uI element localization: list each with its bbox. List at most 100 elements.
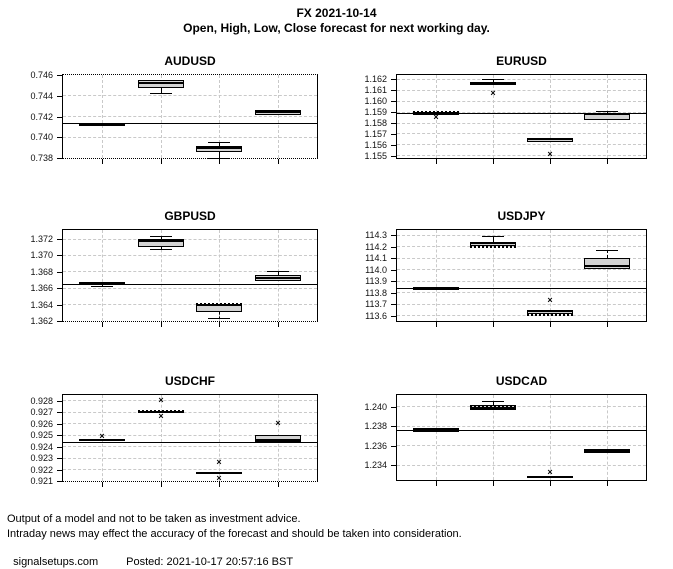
v-gridline (101, 395, 103, 481)
dotted-line (413, 111, 459, 114)
median-line (79, 122, 125, 125)
x-tick (278, 322, 279, 327)
figure-subtitle: Open, High, Low, Close forecast for next… (183, 21, 490, 35)
x-tick (278, 482, 279, 487)
y-tick (391, 445, 396, 447)
y-tick (57, 469, 62, 471)
whisker-stem (607, 250, 608, 259)
y-tick-label: 113.8 (365, 287, 387, 298)
h-gridline (397, 269, 646, 271)
x-tick (278, 159, 279, 164)
h-gridline (63, 423, 317, 425)
y-tick (57, 137, 62, 139)
y-tick-label: 113.9 (365, 276, 387, 287)
outlier-marker: × (99, 431, 105, 442)
y-tick-label: 0.922 (30, 464, 53, 475)
y-tick-label: 0.738 (30, 153, 53, 163)
reference-line (397, 287, 646, 289)
median-line (138, 411, 184, 414)
h-gridline (397, 445, 646, 447)
y-tick-label: 113.7 (365, 299, 387, 310)
y-tick (391, 315, 396, 317)
plot-area-audusd (62, 74, 318, 159)
x-tick (436, 159, 437, 164)
y-tick (391, 269, 396, 271)
x-tick (493, 322, 494, 327)
plot-area-eurusd: × × × (396, 74, 647, 159)
subplot-title-gbpusd: GBPUSD (164, 209, 216, 223)
x-tick (219, 322, 220, 327)
disclaimer-line-1: Output of a model and not to be taken as… (7, 513, 301, 525)
y-tick (57, 423, 62, 425)
x-tick (493, 159, 494, 164)
x-tick (161, 322, 162, 327)
h-gridline (63, 254, 317, 256)
v-gridline (606, 395, 608, 480)
y-tick (57, 158, 62, 159)
subplot-title-eurusd: EURUSD (496, 54, 547, 68)
x-tick (102, 482, 103, 487)
x-tick (607, 322, 608, 327)
x-tick (219, 159, 220, 164)
y-tick-label: 0.926 (30, 418, 53, 429)
reference-line (397, 429, 646, 431)
h-gridline (63, 238, 317, 240)
y-tick (57, 435, 62, 437)
h-gridline (63, 446, 317, 448)
y-tick (391, 79, 396, 81)
y-tick (391, 144, 396, 146)
subplot-title-usdjpy: USDJPY (497, 209, 546, 223)
y-tick-label: 1.156 (364, 139, 387, 150)
y-tick-label: 1.372 (30, 234, 53, 245)
x-tick (161, 159, 162, 164)
v-gridline (218, 230, 220, 321)
y-tick (57, 255, 62, 257)
y-tick-label: 114.2 (365, 241, 387, 252)
median-line (584, 113, 630, 116)
y-tick (57, 116, 62, 118)
y-tick-label: 1.159 (364, 107, 387, 118)
y-tick (391, 123, 396, 125)
y-tick (57, 95, 62, 97)
median-line (527, 138, 573, 141)
y-tick (391, 281, 396, 283)
y-tick-label: 1.366 (30, 283, 53, 294)
y-tick (57, 288, 62, 290)
y-tick (57, 400, 62, 402)
x-tick (436, 481, 437, 486)
y-tick (391, 101, 396, 103)
whisker-cap (150, 93, 172, 95)
y-tick-label: 0.744 (30, 90, 53, 101)
y-tick-label: 0.925 (30, 430, 53, 441)
y-tick (391, 406, 396, 408)
v-gridline (549, 230, 551, 321)
y-tick-label: 114.1 (365, 253, 387, 264)
v-gridline (160, 230, 162, 321)
h-gridline (397, 122, 646, 124)
h-gridline (397, 425, 646, 427)
v-gridline (492, 395, 494, 480)
figure-title: FX 2021-10-14 (296, 6, 377, 20)
site-name: signalsetups.com (13, 556, 99, 568)
h-gridline (63, 411, 317, 413)
whisker-stem (102, 284, 103, 287)
whisker-cap (150, 249, 172, 251)
whisker-cap (596, 110, 618, 112)
reference-line (63, 123, 317, 125)
v-gridline (218, 395, 220, 481)
x-tick (219, 482, 220, 487)
h-gridline (63, 304, 317, 306)
h-gridline (63, 95, 317, 97)
y-tick (391, 292, 396, 294)
subplot-eurusd: EURUSD × × × 1.155 1.156 1.157 1.158 1.159 1.16… (346, 46, 671, 196)
box (138, 239, 184, 248)
plot-area-gbpusd (62, 229, 318, 322)
h-gridline (63, 400, 317, 402)
median-line (138, 82, 184, 85)
v-gridline (606, 230, 608, 321)
median-line (196, 304, 242, 307)
y-tick-label: 0.740 (30, 132, 53, 143)
y-tick-label: 114.0 (365, 264, 387, 275)
h-gridline (397, 155, 646, 157)
reference-line (397, 112, 646, 114)
